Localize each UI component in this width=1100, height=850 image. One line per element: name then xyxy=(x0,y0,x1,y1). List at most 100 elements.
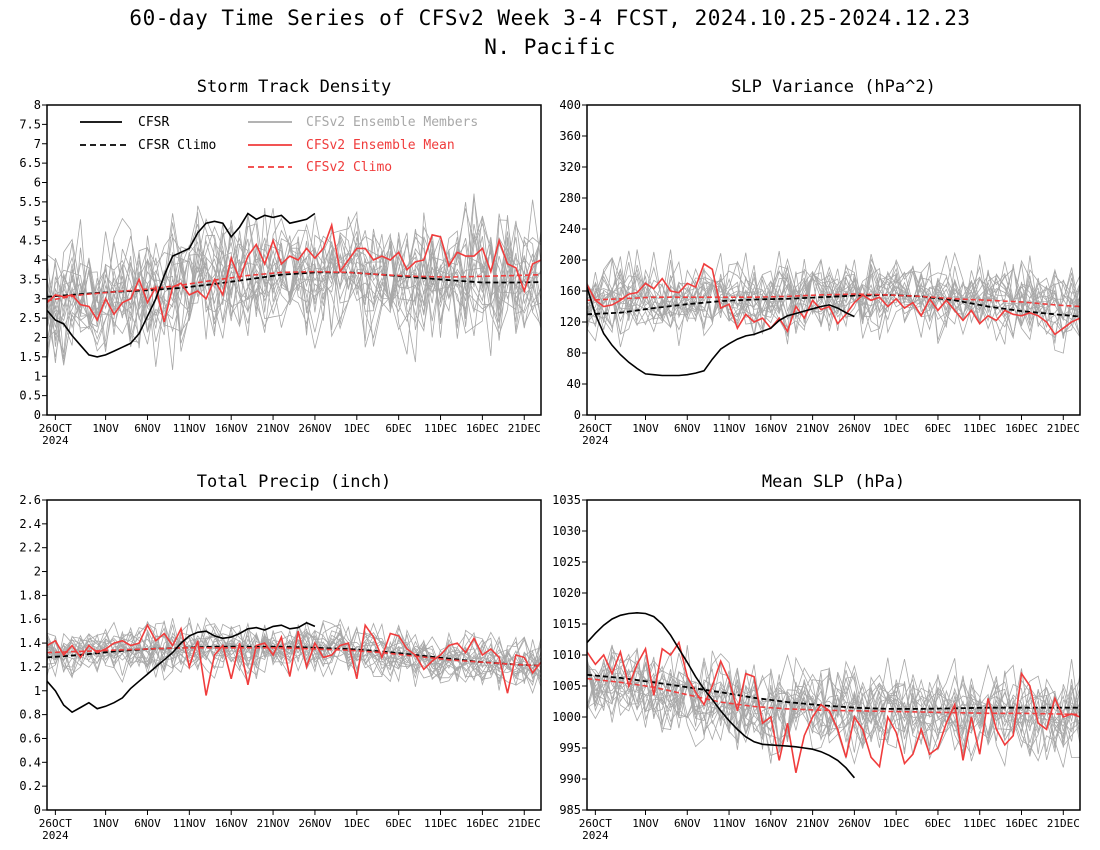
y-tick-label: 990 xyxy=(559,772,581,786)
x-tick-label: 1DEC xyxy=(883,817,910,830)
x-tick-label: 6DEC xyxy=(385,817,412,830)
cfsv2-climo-line xyxy=(587,293,1080,308)
legend-label-members: CFSv2 Ensemble Members xyxy=(306,115,478,130)
panel-title: SLP Variance (hPa^2) xyxy=(731,77,936,97)
x-tick-label: 26OCT xyxy=(579,422,612,435)
y-tick-label: 985 xyxy=(559,803,581,817)
x-tick-label: 16NOV xyxy=(215,817,248,830)
x-tick-label: 26NOV xyxy=(838,422,871,435)
ensemble-member-line xyxy=(47,212,541,363)
panel-3: Total Precip (inch) 0 0.2 0.4 0.6 0.8 1 1.2 1.4 1… xyxy=(19,472,542,842)
x-tick-label: 16DEC xyxy=(466,422,499,435)
x-tick-label: 11NOV xyxy=(712,817,745,830)
y-tick-label: 160 xyxy=(559,284,581,298)
y-tick-label: 1.8 xyxy=(19,588,41,602)
plot-area xyxy=(47,193,541,371)
y-tick-label: 360 xyxy=(559,129,581,143)
ensemble-member-line xyxy=(47,208,541,348)
y-tick-label: 995 xyxy=(559,741,581,755)
y-tick-label: 5.5 xyxy=(19,195,41,209)
y-tick-label: 3 xyxy=(34,292,41,306)
x-tick-label: 26NOV xyxy=(838,817,871,830)
x-tick-label: 11DEC xyxy=(963,422,996,435)
mean-line xyxy=(587,640,1080,773)
ensemble-member-line xyxy=(587,653,1080,744)
x-tick-label: 1NOV xyxy=(632,817,659,830)
mean-line xyxy=(587,262,1080,336)
x-tick-label: 6NOV xyxy=(674,817,701,830)
plot-area xyxy=(587,611,1080,779)
x-tick-label: 26OCT xyxy=(39,817,72,830)
x-tick-label: 1NOV xyxy=(92,422,119,435)
ensemble-member-line xyxy=(587,658,1080,754)
y-tick-label: 6.5 xyxy=(19,156,41,170)
y-tick-label: 0 xyxy=(34,803,41,817)
ensemble-member-line xyxy=(587,255,1080,339)
x-tick-label: 11NOV xyxy=(712,422,745,435)
y-tick-label: 1030 xyxy=(552,524,581,538)
x-tick-label: 6DEC xyxy=(925,817,952,830)
x-tick-label: 26NOV xyxy=(298,817,331,830)
ensemble-member-line xyxy=(587,259,1080,348)
cfsr-climo-line xyxy=(587,293,1080,318)
y-tick-label: 280 xyxy=(559,191,581,205)
y-tick-label: 2.6 xyxy=(19,493,41,507)
y-tick-label: 2.4 xyxy=(19,517,41,531)
y-tick-label: 1.5 xyxy=(19,350,41,364)
y-tick-label: 80 xyxy=(567,346,581,360)
x-tick-label: 1DEC xyxy=(344,817,371,830)
x-tick-label: 26OCT xyxy=(39,422,72,435)
cfsr-line xyxy=(47,212,316,358)
ensemble-member-line xyxy=(47,207,541,352)
y-tick-label: 2.2 xyxy=(19,541,41,555)
ensemble-member-line xyxy=(587,644,1080,751)
y-tick-label: 1025 xyxy=(552,555,581,569)
x-tick-label: 11NOV xyxy=(173,422,206,435)
panel-frame xyxy=(46,104,542,416)
legend-label-cfsv2-climo: CFSv2 Climo xyxy=(306,160,392,175)
y-tick-label: 2.5 xyxy=(19,311,41,325)
x-tick-label: 16DEC xyxy=(1005,817,1038,830)
cfsr-line xyxy=(587,611,856,779)
panel-title: Storm Track Density xyxy=(197,77,391,97)
cfsr-line xyxy=(587,286,855,377)
x-tick-label: 11NOV xyxy=(173,817,206,830)
x-tick-label: 11DEC xyxy=(424,422,457,435)
x-year-label: 2024 xyxy=(582,829,609,842)
y-tick-label: 0.8 xyxy=(19,708,41,722)
y-tick-label: 1010 xyxy=(552,648,581,662)
x-year-label: 2024 xyxy=(42,434,69,447)
x-tick-label: 1NOV xyxy=(632,422,659,435)
ensemble-member-line xyxy=(47,193,541,363)
x-tick-label: 16NOV xyxy=(215,422,248,435)
ensemble-member-line xyxy=(587,258,1080,333)
x-year-label: 2024 xyxy=(42,829,69,842)
legend: CFSR CFSR Climo CFSv2 Ensemble Members CFSv… xyxy=(80,115,478,175)
y-tick-label: 200 xyxy=(559,253,581,267)
y-tick-label: 7.5 xyxy=(19,117,41,131)
ensemble-member-line xyxy=(587,659,1080,768)
x-tick-label: 21DEC xyxy=(508,422,541,435)
y-tick-label: 3.5 xyxy=(19,272,41,286)
y-tick-label: 240 xyxy=(559,222,581,236)
y-tick-label: 4.5 xyxy=(19,234,41,248)
panel-4: Mean SLP (hPa) 985 990 995 1000 1005 1010 1015 1… xyxy=(552,472,1081,842)
ensemble-member-line xyxy=(47,625,541,686)
plot-area xyxy=(587,249,1080,377)
y-tick-label: 1.2 xyxy=(19,660,41,674)
y-tick-label: 40 xyxy=(567,377,581,391)
ensemble-member-line xyxy=(587,669,1080,755)
ensemble-member-line xyxy=(47,201,541,363)
y-tick-label: 0.4 xyxy=(19,755,41,769)
x-tick-label: 21DEC xyxy=(1047,817,1080,830)
y-tick-label: 6 xyxy=(34,176,41,190)
panel-frame xyxy=(586,499,1081,811)
x-tick-label: 16DEC xyxy=(466,817,499,830)
x-tick-label: 11DEC xyxy=(424,817,457,830)
mean-line xyxy=(47,623,541,696)
x-tick-label: 6NOV xyxy=(674,422,701,435)
y-tick-label: 1.6 xyxy=(19,612,41,626)
x-tick-label: 16NOV xyxy=(754,817,787,830)
ensemble-member-line xyxy=(47,212,541,367)
